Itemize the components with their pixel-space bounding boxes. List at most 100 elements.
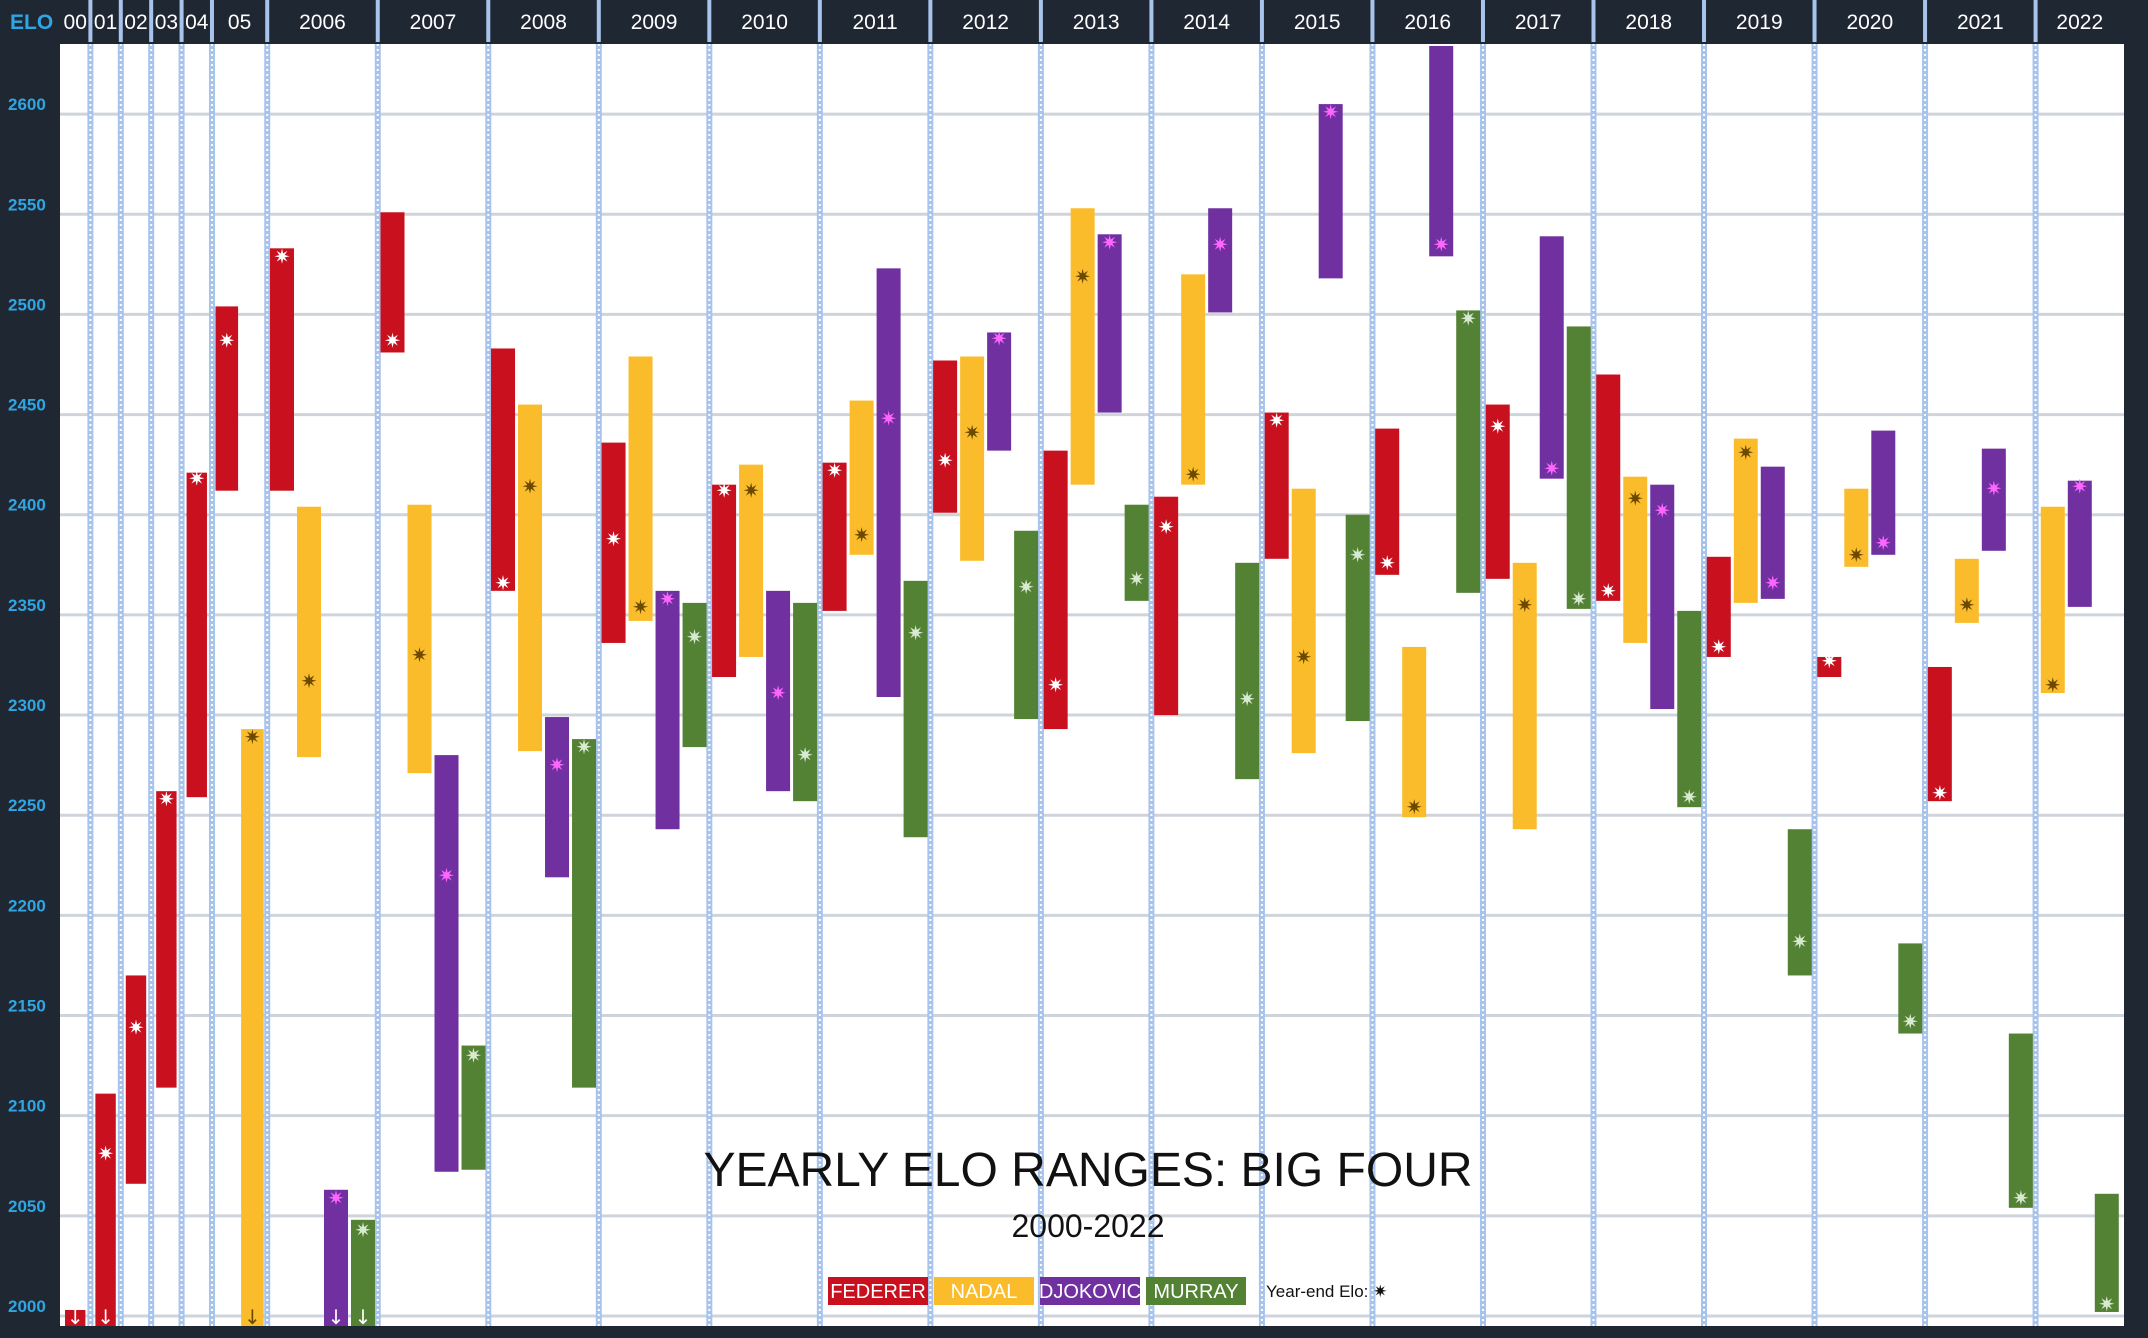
bar-2018-nadal [1623, 476, 1648, 643]
year-label-2016: 2016 [1404, 11, 1451, 34]
bar-2019-federer [1706, 556, 1731, 657]
chart-title: YEARLY ELO RANGES: BIG FOUR [703, 1144, 1472, 1197]
y-tick-2300: 2300 [8, 696, 46, 715]
bar-2022-djokovic [2067, 480, 2092, 607]
bar-2008-nadal [518, 404, 543, 752]
bar-2015-federer [1264, 412, 1289, 559]
year-end-marker-2008-nadal: ✷ [522, 475, 539, 499]
year-end-marker-2017-federer: ✷ [1489, 415, 1506, 439]
bar-2011-djokovic [876, 268, 901, 698]
year-end-marker-2018-murray: ✷ [1681, 785, 1698, 809]
year-label-2018: 2018 [1625, 11, 1672, 34]
legend-label-djokovic: DJOKOVIC [1039, 1281, 1141, 1303]
year-end-marker-2021-federer: ✷ [1931, 781, 1948, 805]
year-end-marker-2018-federer: ✷ [1600, 579, 1617, 603]
y-tick-2350: 2350 [8, 596, 46, 615]
y-tick-2150: 2150 [8, 997, 46, 1016]
bar-2010-murray [793, 602, 818, 802]
year-end-marker-2017-murray: ✷ [1570, 587, 1587, 611]
chart-subtitle: 2000-2022 [1011, 1208, 1164, 1244]
bar-2008-murray [572, 739, 597, 1088]
year-end-marker-2011-murray: ✷ [907, 621, 924, 645]
legend-note: Year-end Elo: ✷ [1266, 1282, 1387, 1301]
bar-2007-murray [461, 1045, 486, 1170]
y-tick-2600: 2600 [8, 95, 46, 114]
header-divider-02 [118, 0, 123, 42]
year-end-marker-2015-djokovic: ✷ [1322, 100, 1339, 124]
bar-2015-djokovic [1318, 104, 1343, 279]
year-end-marker-2014-djokovic: ✷ [1212, 232, 1229, 256]
year-end-marker-2009-nadal: ✷ [632, 595, 649, 619]
year-end-marker-03-federer: ✷ [158, 787, 175, 811]
bar-2021-federer [1927, 666, 1952, 802]
bar-2007-djokovic [434, 755, 459, 1172]
year-end-marker-2009-federer: ✷ [605, 527, 622, 551]
year-end-marker-2013-djokovic: ✷ [1101, 230, 1118, 254]
bar-2006-djokovic [323, 1189, 348, 1326]
bar-2020-djokovic [1871, 430, 1896, 555]
year-end-marker-2021-djokovic: ✷ [1985, 477, 2002, 501]
header-divider-2019 [1702, 0, 1707, 42]
bar-2019-djokovic [1760, 466, 1785, 599]
year-end-marker-04-federer: ✷ [188, 467, 205, 491]
header-divider-2013 [1038, 0, 1043, 42]
bar-2009-federer [601, 442, 626, 643]
bar-2020-murray [1898, 943, 1923, 1034]
bar-2006-murray [350, 1219, 375, 1326]
legend-label-murray: MURRAY [1153, 1281, 1238, 1303]
year-label-2022: 2022 [2056, 11, 2103, 34]
year-end-marker-2019-djokovic: ✷ [1764, 571, 1781, 595]
year-end-marker-2006-nadal: ✷ [301, 669, 318, 693]
year-end-marker-2007-nadal: ✷ [411, 643, 428, 667]
year-end-marker-2006-djokovic: ✷ [328, 1186, 345, 1210]
year-end-marker-2015-murray: ✷ [1349, 543, 1366, 567]
year-label-2006: 2006 [299, 11, 346, 34]
bar-2020-nadal [1844, 488, 1869, 567]
bar-2010-federer [712, 484, 737, 677]
bar-2010-nadal [739, 464, 764, 657]
bar-00-federer [65, 1309, 86, 1326]
year-end-marker-2016-djokovic: ✷ [1433, 232, 1450, 256]
header-divider-2014 [1149, 0, 1154, 42]
year-end-marker-2022-djokovic: ✷ [2071, 475, 2088, 499]
year-label-02: 02 [124, 11, 147, 34]
header-divider-01 [88, 0, 93, 42]
legend-label-nadal: NADAL [951, 1281, 1018, 1303]
y-axis-header: ELO [10, 11, 53, 34]
year-label-2011: 2011 [853, 11, 898, 34]
bar-2013-djokovic [1097, 234, 1122, 413]
bar-2012-djokovic [987, 332, 1012, 451]
bar-2016-federer [1375, 428, 1400, 575]
year-end-marker-2022-nadal: ✷ [2044, 673, 2061, 697]
legend-swatch-murray [1146, 1277, 1246, 1305]
bar-2016-murray [1456, 310, 1481, 593]
bar-2011-nadal [849, 400, 874, 555]
header-divider-2007 [375, 0, 380, 42]
year-end-marker-2006-murray: ✷ [355, 1218, 372, 1242]
y-tick-2500: 2500 [8, 295, 46, 314]
year-end-marker-2012-nadal: ✷ [964, 421, 981, 445]
bar-2011-federer [822, 462, 847, 611]
header-divider-03 [149, 0, 154, 42]
bar-2013-murray [1124, 504, 1149, 601]
y-tick-2100: 2100 [8, 1097, 46, 1116]
year-label-2019: 2019 [1736, 11, 1783, 34]
year-end-marker-2021-murray: ✷ [2012, 1186, 2029, 1210]
bar-2014-murray [1235, 562, 1260, 780]
year-label-2009: 2009 [631, 11, 678, 34]
year-end-marker-2018-nadal: ✷ [1627, 487, 1644, 511]
year-end-marker-2013-federer: ✷ [1047, 673, 1064, 697]
year-end-marker-2007-federer: ✷ [384, 328, 401, 352]
bar-2014-federer [1154, 496, 1179, 716]
header-divider-2018 [1591, 0, 1596, 42]
bar-2014-djokovic [1208, 208, 1233, 313]
year-label-2013: 2013 [1073, 11, 1120, 34]
year-header-labels: 00 01 02 03 04 05 2006 2007 2008 2009 2010 2011 2012… [64, 0, 2103, 42]
year-end-marker-2007-djokovic: ✷ [438, 863, 455, 887]
y-tick-2000: 2000 [8, 1297, 46, 1316]
off-scale-arrow-00-federer: ↓ [67, 1305, 84, 1329]
bar-2006-federer [269, 248, 294, 491]
bar-2017-djokovic [1539, 236, 1564, 479]
year-end-marker-2016-murray: ✷ [1460, 306, 1477, 330]
year-label-2014: 2014 [1183, 11, 1230, 34]
